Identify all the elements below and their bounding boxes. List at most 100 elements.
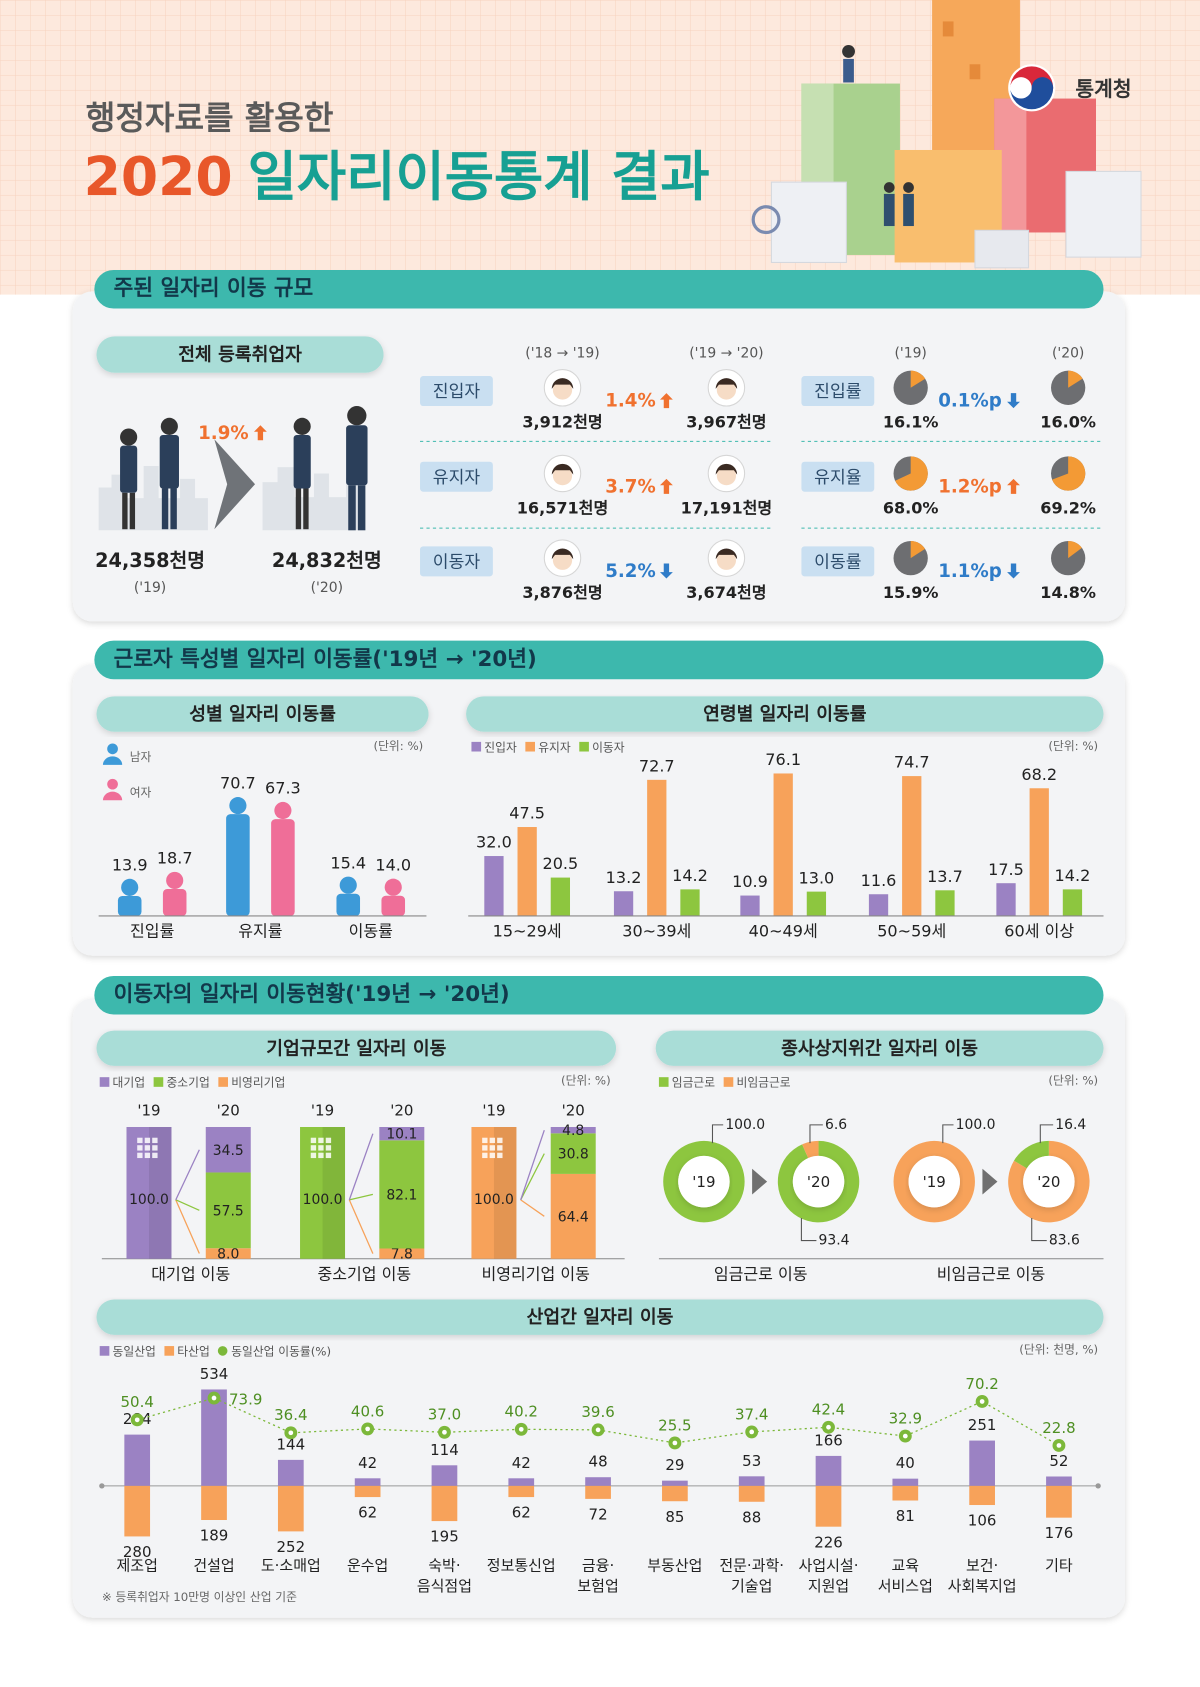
value-label: 62	[358, 1504, 377, 1522]
value-label: 93.4	[819, 1233, 850, 1249]
bar	[996, 883, 1016, 916]
bar	[508, 1478, 535, 1486]
workers-illustration	[98, 406, 368, 531]
category-label: 30~39세	[622, 922, 691, 941]
label-box	[801, 546, 875, 577]
row-label: 유지율	[814, 468, 861, 488]
bar-segment	[205, 1248, 251, 1259]
pill	[466, 696, 1104, 732]
rate-label: 73.9	[229, 1391, 262, 1409]
title-year: 2020	[84, 145, 233, 208]
window	[482, 1137, 488, 1144]
legend-swatch	[579, 741, 589, 752]
row-label: 이동자	[433, 552, 481, 572]
change-text: 1.4%	[605, 391, 656, 412]
value-label: 100.0	[303, 1192, 343, 1208]
total-value: 24,358천명	[95, 549, 205, 572]
value-label: 100.0	[129, 1192, 169, 1208]
total-period: ('20)	[311, 580, 343, 596]
value-label: 85	[665, 1508, 684, 1526]
bar	[815, 1455, 842, 1486]
value-label: 18.7	[157, 849, 193, 868]
rate-label: 40.2	[505, 1403, 538, 1421]
rate-text: 15.9%	[883, 583, 939, 602]
legend-swatch	[658, 1077, 669, 1087]
row-label: 진입자	[433, 382, 481, 402]
period-header: ('18 → '19)	[525, 346, 599, 362]
period-label: '20	[217, 1101, 240, 1119]
donut-hole	[792, 1155, 845, 1208]
pill	[96, 696, 429, 732]
window	[152, 1137, 158, 1144]
donut-segment	[802, 1140, 819, 1159]
leader	[1031, 1218, 1047, 1242]
window	[137, 1152, 143, 1159]
bar	[1046, 1485, 1072, 1518]
category-label: 기술업	[731, 1577, 772, 1595]
window	[144, 1137, 151, 1144]
rate-marker-center	[902, 1433, 908, 1439]
bar	[585, 1477, 611, 1486]
rate-text: 68.0%	[883, 498, 939, 517]
bar	[336, 893, 361, 916]
category-label: 전문·과학·	[719, 1557, 784, 1575]
bar	[484, 856, 504, 916]
window	[310, 1152, 317, 1159]
pill-label: 산업간 일자리 이동	[527, 1306, 674, 1328]
bar	[680, 889, 700, 916]
window	[325, 1137, 332, 1144]
avatar-hair	[715, 378, 738, 389]
window	[497, 1145, 503, 1151]
legend-swatch	[99, 1077, 110, 1087]
label-box	[801, 376, 875, 407]
bar	[431, 1465, 458, 1486]
header-illustration	[751, 0, 1142, 269]
pill-label: 종사상지위간 일자리 이동	[781, 1037, 978, 1059]
value-label: 166	[814, 1431, 843, 1449]
bar	[277, 1459, 304, 1486]
legend-label: 동일산업 이동률(%)	[231, 1344, 331, 1358]
flow-arrow	[349, 1193, 374, 1201]
section-bar	[94, 640, 1104, 680]
bar	[585, 1485, 611, 1499]
bar	[1046, 1476, 1072, 1486]
change-arrow	[659, 478, 673, 494]
value-label: 30.8	[558, 1147, 589, 1163]
value-label: 100.0	[474, 1192, 514, 1208]
period-label: '20	[390, 1101, 413, 1119]
window	[144, 1152, 151, 1159]
row-label: 진입률	[814, 382, 861, 402]
section-title: 근로자 특성별 일자리 이동률('19년 → '20년)	[114, 647, 537, 672]
legend-label: 임금근로	[672, 1076, 715, 1090]
value-label: 64.4	[558, 1209, 589, 1225]
change-text: 0.1%p	[938, 391, 1002, 412]
period-label: '20	[562, 1101, 585, 1119]
window	[497, 1152, 503, 1159]
pill	[96, 1030, 617, 1066]
category-label: 금융·	[582, 1557, 614, 1575]
section-title: 주된 일자리 이동 규모	[114, 276, 314, 301]
value-label: 82.1	[386, 1187, 417, 1203]
agency-name: 통계청	[1075, 77, 1131, 101]
flow-arrow	[175, 1149, 200, 1201]
axis-end	[99, 1483, 105, 1489]
rate-label: 22.8	[1042, 1419, 1075, 1437]
legend-label: 중소기업	[166, 1076, 209, 1090]
window	[489, 1152, 496, 1159]
flow-arrow	[348, 1199, 374, 1254]
unit-note: (단위: %)	[374, 739, 424, 753]
value-label: 534	[200, 1365, 229, 1383]
window	[325, 1145, 332, 1151]
bar	[806, 891, 827, 916]
legend-label: 유지자	[538, 740, 571, 754]
window	[137, 1137, 143, 1144]
value-label: 67.3	[265, 779, 301, 798]
bar-segment	[550, 1126, 596, 1134]
value-label: 6.6	[825, 1117, 847, 1133]
legend-swatch	[471, 741, 482, 752]
category-label: 임금근로 이동	[714, 1264, 808, 1283]
value-label: 14.2	[672, 866, 708, 885]
value-label: 100.0	[725, 1117, 765, 1133]
rate-marker-center	[1056, 1443, 1062, 1448]
